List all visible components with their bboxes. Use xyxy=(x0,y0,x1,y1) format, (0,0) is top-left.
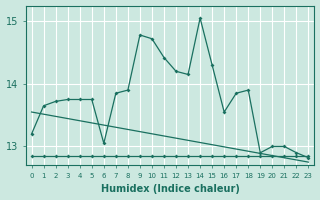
X-axis label: Humidex (Indice chaleur): Humidex (Indice chaleur) xyxy=(100,184,239,194)
